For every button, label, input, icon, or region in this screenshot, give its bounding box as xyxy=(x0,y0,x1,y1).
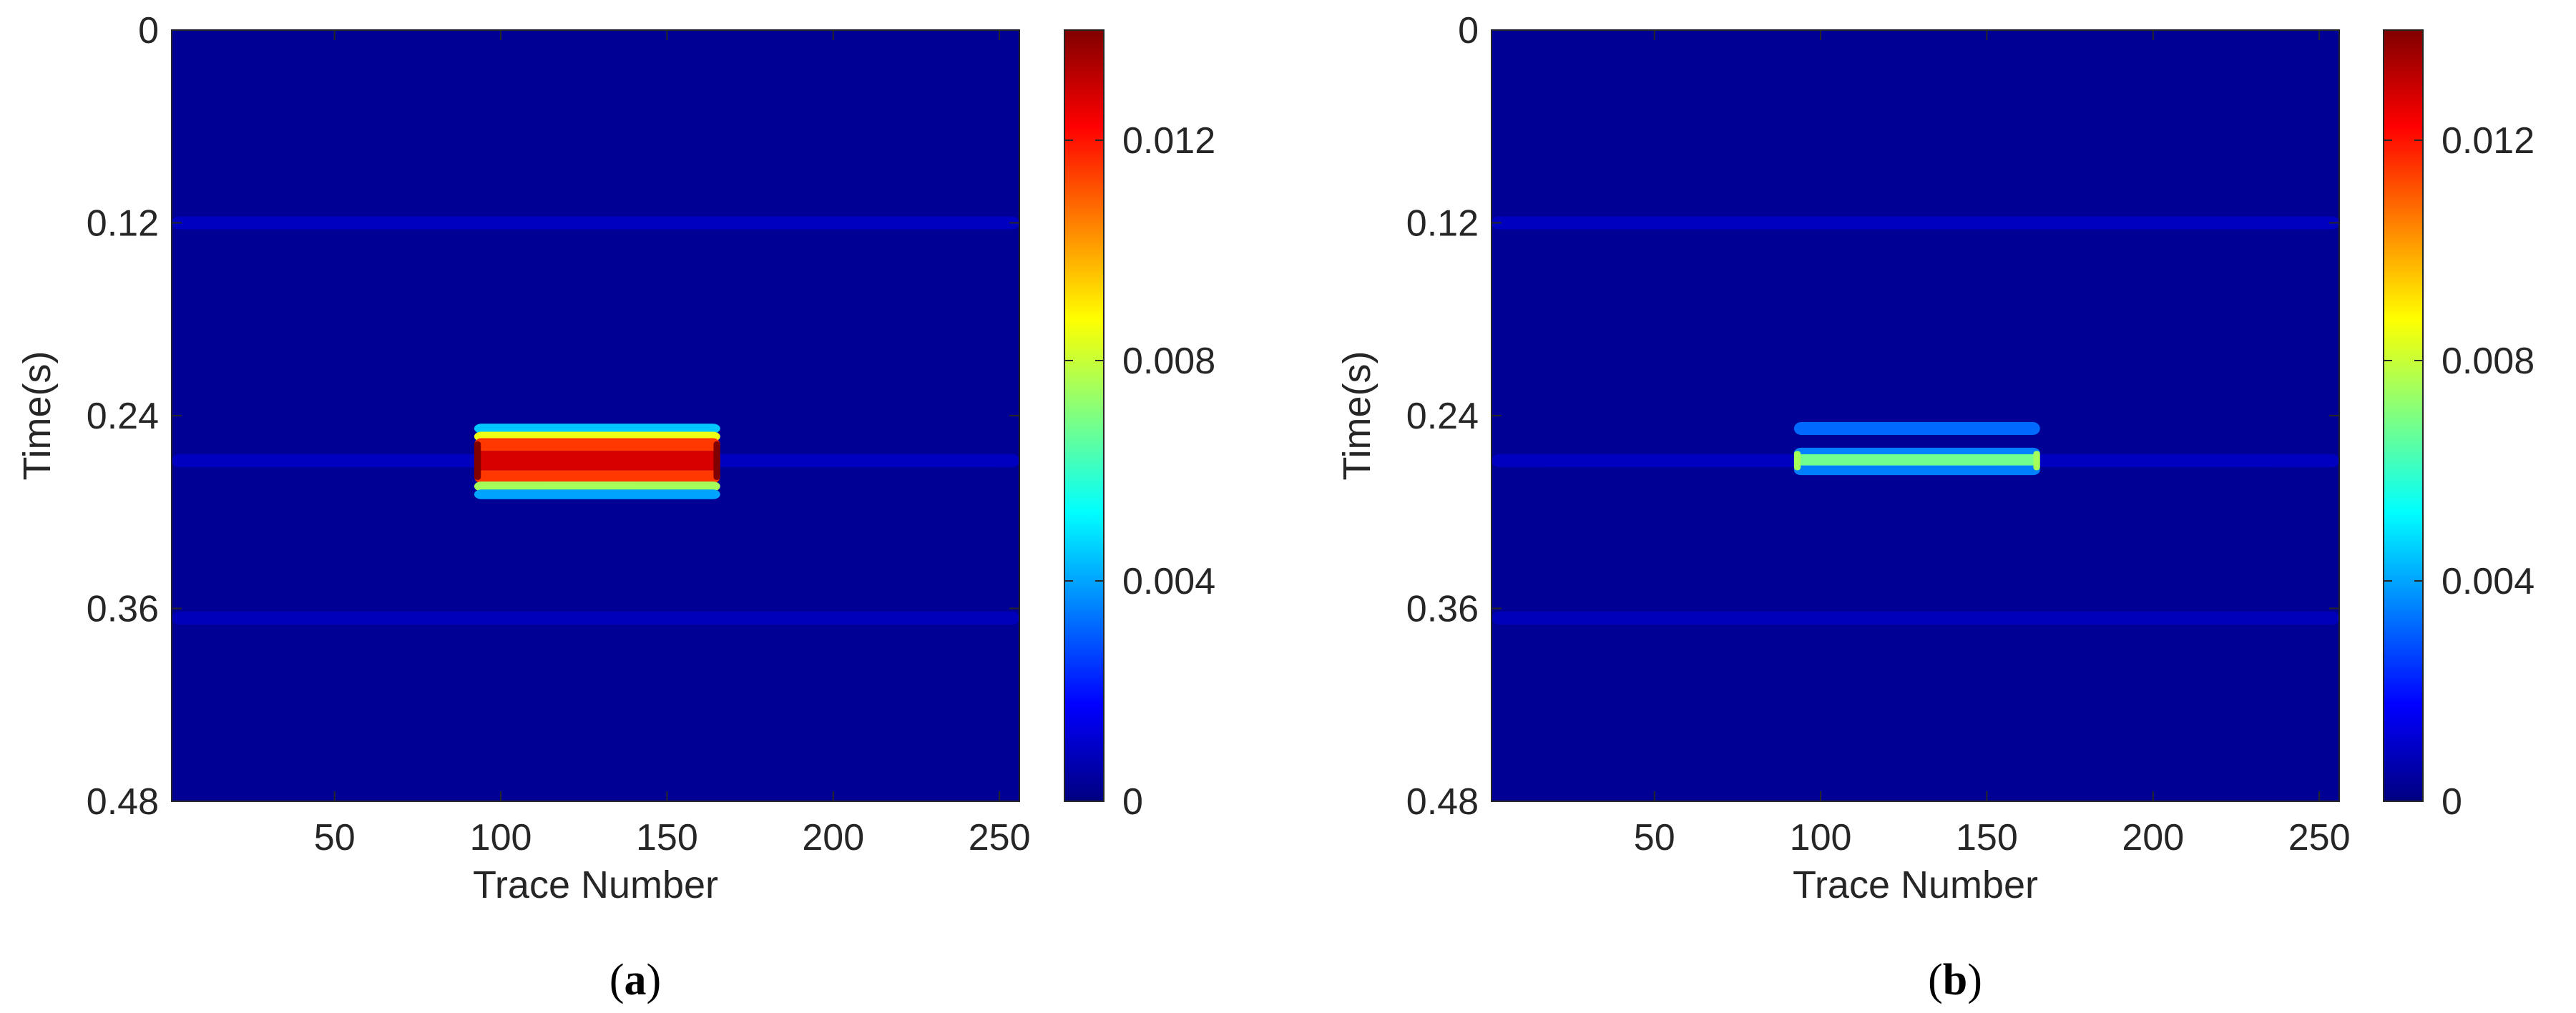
y-tick-label: 0.24 xyxy=(87,396,159,437)
y-axis-label: Time(s) xyxy=(1336,351,1378,481)
heatmap-band xyxy=(474,438,720,451)
y-tick-label: 0.48 xyxy=(87,781,159,823)
y-tick-label: 0.24 xyxy=(1406,396,1479,437)
x-tick-label: 50 xyxy=(314,817,356,858)
heatmap-band xyxy=(474,441,481,480)
colorbar-tick-label: 0.004 xyxy=(1122,561,1215,602)
heatmap-cells xyxy=(172,216,1019,625)
heatmap-background xyxy=(172,30,1019,801)
y-tick-label: 0 xyxy=(138,10,159,52)
y-tick-label: 0.36 xyxy=(87,589,159,630)
heatmap-band xyxy=(172,611,1019,625)
panel-label-close-paren: ) xyxy=(647,956,662,1004)
y-tick-label: 0.12 xyxy=(87,203,159,245)
x-tick-label: 200 xyxy=(2122,817,2184,858)
heatmap-band xyxy=(1793,454,2040,467)
heatmap-band xyxy=(1793,451,1801,471)
panel-label-open-paren: ( xyxy=(609,956,625,1004)
x-tick-label: 50 xyxy=(1634,817,1675,858)
heatmap-band xyxy=(474,470,720,484)
y-tick-label: 0.36 xyxy=(1406,589,1479,630)
panel-label-close-paren: ) xyxy=(1967,956,1982,1004)
x-tick-label: 150 xyxy=(636,817,698,858)
colorbar-tick-label: 0.004 xyxy=(2442,561,2535,602)
x-tick-label: 250 xyxy=(2288,817,2351,858)
colorbar xyxy=(1064,29,1105,802)
heatmap-cells xyxy=(1492,216,2339,625)
colorbar-tick-label: 0.008 xyxy=(2442,341,2535,382)
heatmap-band xyxy=(474,481,720,491)
y-tick-label: 0 xyxy=(1458,10,1479,52)
heatmap-band xyxy=(474,424,720,434)
y-tick-label: 0.12 xyxy=(1406,203,1479,245)
x-tick-label: 150 xyxy=(1956,817,2018,858)
x-axis-label: Trace Number xyxy=(1793,863,2038,906)
colorbar-tick-label: 0 xyxy=(1122,781,1143,823)
heatmap-band xyxy=(713,441,720,480)
x-axis-label: Trace Number xyxy=(473,863,718,906)
heatmap-band xyxy=(1492,216,2339,230)
heatmap-band xyxy=(172,216,1019,230)
x-tick-label: 250 xyxy=(969,817,1031,858)
panel-a: 50 100 150 200 250 0 0.12 0.24 0.36 0.48 Trace Num… xyxy=(16,10,1215,1004)
heatmap-band xyxy=(2033,451,2040,471)
heatmap-background xyxy=(1492,30,2339,801)
panel-label: (b) xyxy=(1928,956,1982,1004)
x-tick-label: 200 xyxy=(802,817,864,858)
colorbar-tick-label: 0 xyxy=(2442,781,2462,823)
x-tick-label: 100 xyxy=(1790,817,1852,858)
colorbar-tick-label: 0.008 xyxy=(1122,341,1215,382)
y-tick-label: 0.48 xyxy=(1406,781,1479,823)
panel-label: (a) xyxy=(609,956,661,1004)
panel-label-letter: a xyxy=(625,956,647,1004)
heatmap-band xyxy=(1793,421,2040,435)
panel-b: 50 100 150 200 250 0 0.12 0.24 0.36 0.48 Trace Num… xyxy=(1336,10,2535,1004)
colorbar-tick-label: 0.012 xyxy=(1122,120,1215,162)
panel-label-letter: b xyxy=(1943,956,1967,1004)
colorbar xyxy=(2383,29,2424,802)
heatmap-band xyxy=(474,489,720,499)
panel-label-open-paren: ( xyxy=(1928,956,1943,1004)
heatmap-band xyxy=(474,451,720,471)
colorbar-tick-label: 0.012 xyxy=(2442,120,2535,162)
heatmap-band xyxy=(1793,465,2040,476)
y-axis-label: Time(s) xyxy=(16,351,59,481)
heatmap-band xyxy=(1492,611,2339,625)
x-tick-label: 100 xyxy=(470,817,532,858)
